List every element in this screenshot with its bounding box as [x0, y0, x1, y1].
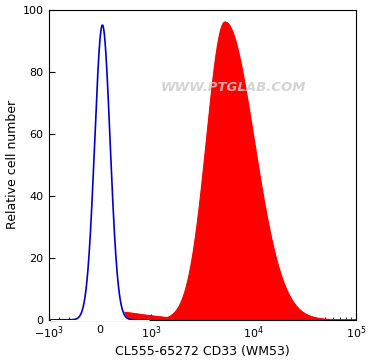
Y-axis label: Relative cell number: Relative cell number: [6, 100, 19, 229]
Text: WWW.PTGLAB.COM: WWW.PTGLAB.COM: [160, 80, 306, 94]
X-axis label: CL555-65272 CD33 (WM53): CL555-65272 CD33 (WM53): [115, 345, 290, 359]
